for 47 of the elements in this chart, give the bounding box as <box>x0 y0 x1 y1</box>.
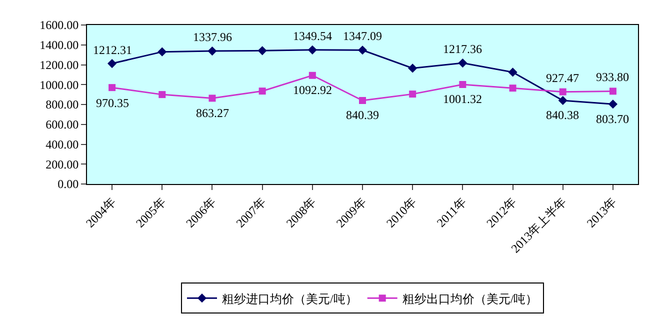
y-tick-label: 1000.00 <box>40 78 79 92</box>
point <box>108 58 117 68</box>
data-label: 1001.32 <box>443 92 482 106</box>
point <box>509 84 516 92</box>
data-label: 840.38 <box>546 108 579 122</box>
point <box>409 90 416 98</box>
y-tick-label: 600.00 <box>46 118 79 132</box>
legend-label: 粗纱进口均价（美元/吨） <box>222 292 358 306</box>
data-label: 933.80 <box>596 70 629 84</box>
data-label: 1347.09 <box>343 29 382 43</box>
y-tick-label: 200.00 <box>46 157 79 172</box>
data-label: 1349.54 <box>293 29 332 43</box>
point <box>608 100 618 109</box>
point <box>258 46 267 56</box>
data-label: 803.70 <box>596 112 629 126</box>
point <box>108 84 116 92</box>
point <box>508 68 518 77</box>
data-label: 927.47 <box>546 71 579 85</box>
point <box>459 80 466 88</box>
point <box>408 64 418 73</box>
y-tick-label: 800.00 <box>46 98 79 112</box>
point <box>258 88 266 95</box>
y-tick-label: 400.00 <box>46 137 79 152</box>
point <box>559 88 566 96</box>
y-tick-label: 1600.00 <box>40 18 79 32</box>
point <box>358 46 368 55</box>
y-tick-label: 1200.00 <box>40 58 79 72</box>
data-label: 863.27 <box>196 106 229 120</box>
data-label: 1212.31 <box>93 43 132 57</box>
y-tick-label: 1400.00 <box>40 38 79 52</box>
point <box>458 58 468 68</box>
y-tick-label: 0.00 <box>58 177 79 192</box>
point <box>308 45 317 54</box>
point <box>308 72 316 79</box>
data-label: 970.35 <box>96 96 129 110</box>
legend-label: 粗纱出口均价（美元/吨） <box>402 292 538 306</box>
data-label: 1217.36 <box>443 42 482 56</box>
data-label: 1337.96 <box>193 30 232 44</box>
point <box>158 91 166 98</box>
point <box>609 88 616 95</box>
data-label: 1092.92 <box>293 83 332 97</box>
point <box>558 96 568 106</box>
point <box>158 47 167 56</box>
data-label: 840.39 <box>346 108 379 122</box>
point <box>208 94 216 102</box>
point <box>208 46 217 56</box>
point <box>359 96 366 104</box>
